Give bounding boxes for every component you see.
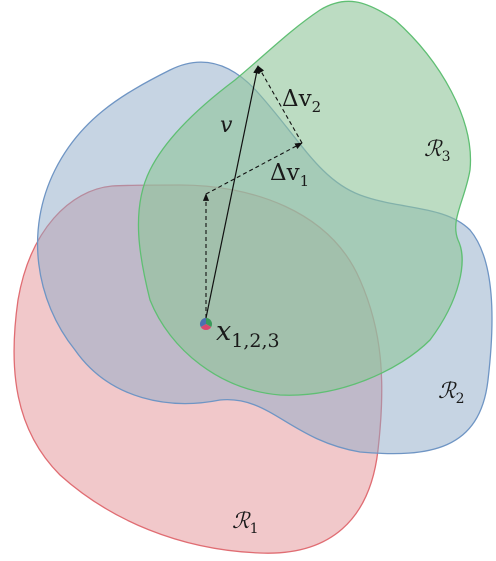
vector-dv2-arrow xyxy=(257,65,303,144)
region-r2-sub: 2 xyxy=(456,391,465,407)
point-x123-marker xyxy=(199,318,213,331)
region-r1-symbol: ℛ xyxy=(232,509,251,534)
region-r1-sub: 1 xyxy=(250,521,259,537)
region-r3-sub: 3 xyxy=(442,149,451,165)
vector-v-arrow xyxy=(205,65,260,319)
vector-dv2-label: Δv2 xyxy=(282,86,321,116)
region-r3-symbol: ℛ xyxy=(424,137,443,162)
vector-dv2-symbol: Δv xyxy=(282,86,312,112)
vector-dv1-label: Δv1 xyxy=(270,160,309,190)
vector-dv1-sub: 1 xyxy=(300,172,310,190)
region-r2-label: ℛ2 xyxy=(438,379,464,407)
vector-dv2-sub: 2 xyxy=(312,98,322,116)
vector-dv1-symbol: Δv xyxy=(270,160,300,186)
region-r2-symbol: ℛ xyxy=(438,379,457,404)
region-r1-label: ℛ1 xyxy=(232,509,258,537)
point-x-symbol: x xyxy=(216,316,231,347)
point-x123-label: x1,2,3 xyxy=(216,316,280,352)
region-r3-label: ℛ3 xyxy=(424,137,450,165)
region-r3 xyxy=(137,0,472,396)
point-x-sub: 1,2,3 xyxy=(231,330,279,352)
vector-v-label: v xyxy=(220,113,233,138)
